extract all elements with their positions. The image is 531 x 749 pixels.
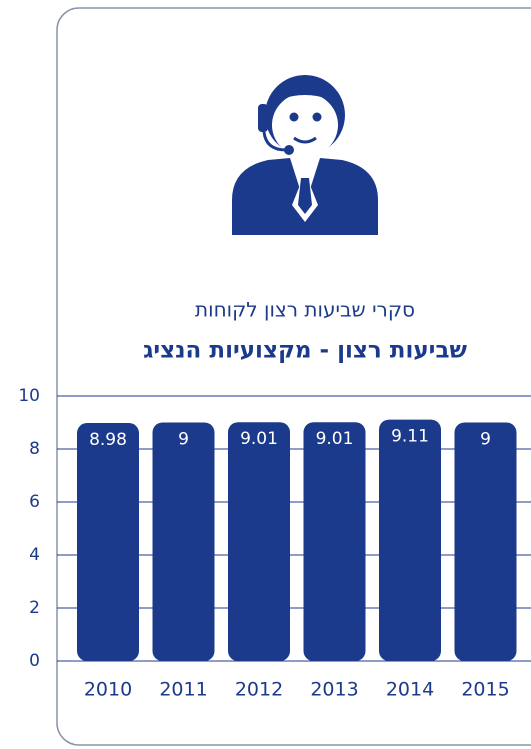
x-tick-label: 2010 — [84, 679, 132, 701]
bar — [77, 423, 139, 661]
bar — [303, 422, 366, 661]
x-tick-label: 2011 — [159, 679, 207, 701]
chart-subtitle: סקרי שביעות רצון לקוחות — [195, 298, 415, 322]
x-tick-label: 2012 — [235, 679, 283, 701]
y-tick-label: 10 — [18, 386, 40, 406]
y-tick-label: 6 — [29, 492, 40, 512]
bar — [379, 419, 441, 661]
y-tick-label: 4 — [29, 545, 40, 565]
x-tick-label: 2014 — [386, 679, 434, 701]
y-tick-label: 0 — [29, 651, 40, 671]
value-label: 9.11 — [391, 427, 429, 447]
value-label: 8.98 — [89, 430, 127, 450]
chart-title: שביעות רצון - מקצועיות הנציג — [143, 338, 467, 364]
agent-icon — [232, 75, 378, 235]
value-label: 9 — [480, 430, 491, 450]
bar — [454, 422, 517, 661]
value-label: 9 — [178, 430, 189, 450]
value-label: 9.01 — [316, 429, 354, 449]
y-tick-label: 8 — [29, 439, 40, 459]
bar — [152, 422, 215, 661]
y-tick-label: 2 — [29, 598, 40, 618]
bar — [228, 422, 290, 661]
x-tick-label: 2013 — [310, 679, 358, 701]
card — [56, 7, 531, 746]
value-label: 9.01 — [240, 429, 278, 449]
x-tick-label: 2015 — [461, 679, 509, 701]
